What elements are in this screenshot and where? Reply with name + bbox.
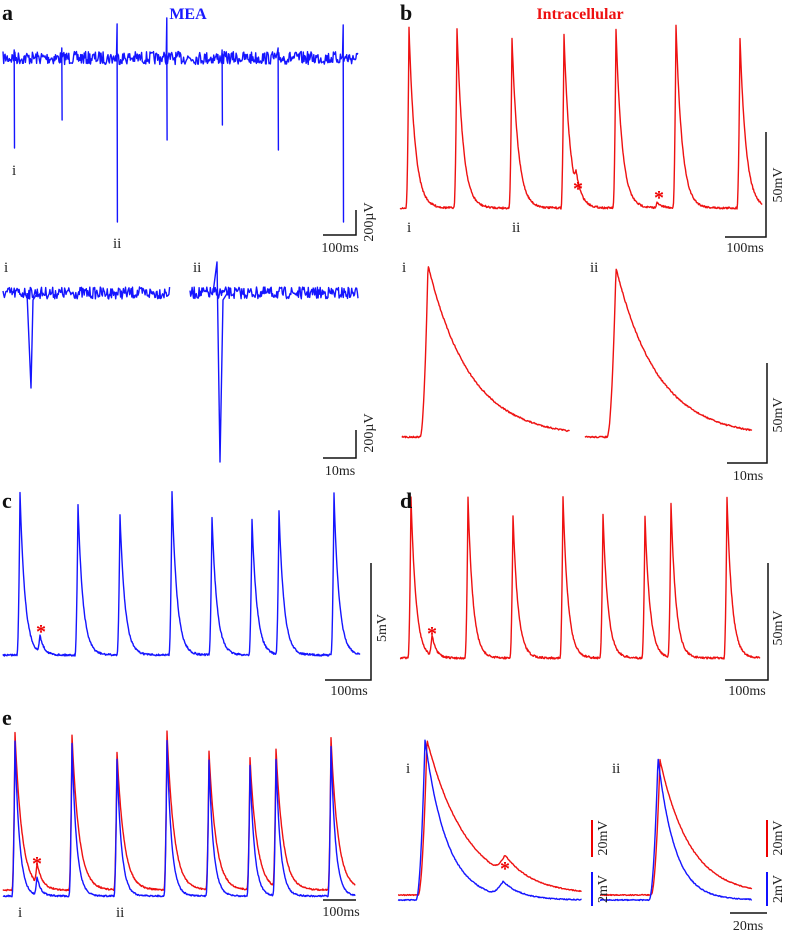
scale-bar: [725, 563, 769, 681]
inset-label: ii: [193, 260, 201, 276]
marker: *: [654, 187, 664, 209]
trace-label: ii: [512, 220, 520, 236]
inset-label: i: [4, 260, 8, 276]
panel-label: b: [400, 0, 412, 25]
inset-label: ii: [590, 260, 598, 276]
scale-bar: [323, 430, 357, 459]
scale-label: 100ms: [330, 684, 367, 699]
trace: [2, 491, 361, 657]
scale-label: 100ms: [322, 905, 359, 920]
trace: [399, 24, 763, 210]
scale-label: 5mV: [375, 614, 390, 642]
trace-label: ii: [113, 236, 121, 252]
trace: [397, 740, 582, 897]
trace: [2, 286, 171, 300]
marker: *: [500, 858, 510, 880]
panel-title: MEA: [169, 6, 207, 23]
marker: *: [32, 853, 42, 875]
trace-label: ii: [116, 905, 124, 921]
scale-label: 100ms: [728, 684, 765, 699]
trace: [397, 739, 582, 902]
trace: [584, 268, 753, 439]
scale-label: 50mV: [771, 168, 786, 203]
scale-bar: [725, 132, 767, 238]
marker: *: [36, 621, 46, 643]
scale-label: 200µV: [362, 413, 377, 452]
scale-label: 10ms: [325, 464, 355, 479]
scale-bar: [325, 563, 372, 681]
trace: [2, 730, 356, 892]
panel-label: a: [2, 0, 13, 25]
trace: [599, 758, 753, 897]
scale-label: 20mV: [771, 821, 786, 856]
inset-label: ii: [612, 761, 620, 777]
trace: [399, 496, 761, 660]
scale-label: 50mV: [771, 398, 786, 433]
trace-label: i: [407, 220, 411, 236]
trace: [599, 758, 753, 902]
trace-label: i: [12, 163, 16, 179]
scale-label: 10ms: [733, 469, 763, 484]
scale-label: 50mV: [771, 611, 786, 646]
trace: [2, 739, 356, 898]
scale-label: 2mV: [596, 875, 611, 903]
trace: [26, 291, 39, 389]
scale-label: 20mV: [596, 821, 611, 856]
scale-bar: [727, 363, 768, 464]
panel-label: c: [2, 488, 12, 513]
panel-label: e: [2, 705, 12, 730]
panel-label: d: [400, 488, 412, 513]
panel-title: Intracellular: [536, 6, 623, 23]
scale-label: 20ms: [733, 919, 763, 934]
scale-label: 100ms: [321, 241, 358, 256]
scale-label: 100ms: [726, 241, 763, 256]
trace: [401, 266, 570, 439]
traces: [2, 17, 763, 902]
scale-bar: [323, 210, 357, 236]
scale-label: 2mV: [771, 875, 786, 903]
trace-label: i: [18, 905, 22, 921]
trace: [189, 286, 359, 300]
inset-label: i: [402, 260, 406, 276]
scale-label: 200µV: [362, 202, 377, 241]
inset-label: i: [406, 761, 410, 777]
trace: [212, 261, 229, 463]
marker: *: [573, 178, 583, 200]
trace: [2, 17, 359, 223]
marker: *: [427, 623, 437, 645]
